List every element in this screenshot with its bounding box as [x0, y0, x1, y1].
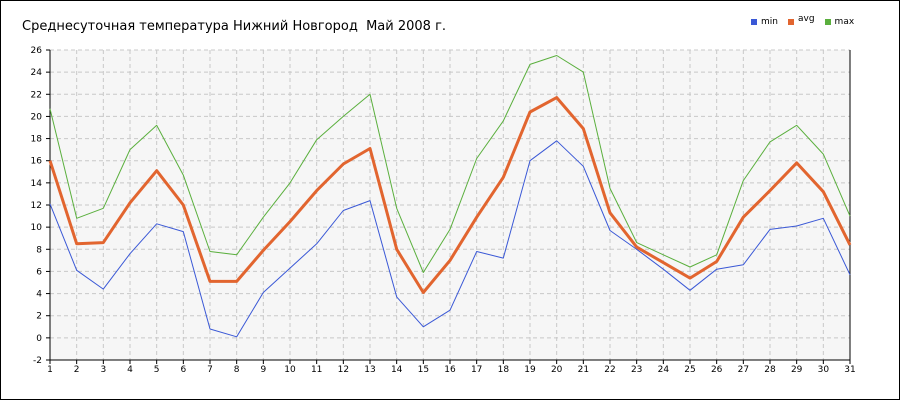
series-line-avg: [48, 96, 852, 294]
x-tick-label: 16: [444, 365, 456, 375]
legend-swatch-max: [824, 19, 831, 25]
x-tick-label: 29: [791, 365, 803, 375]
y-tick-label: 24: [31, 68, 43, 78]
y-tick-label: 16: [31, 157, 43, 167]
x-tick-label: 4: [127, 365, 133, 375]
x-tick-label: 18: [498, 365, 510, 375]
y-tick-label: 2: [36, 312, 42, 322]
series-line-max: [49, 55, 851, 273]
legend-item-min: min: [751, 17, 778, 27]
x-tick-label: 6: [180, 365, 186, 375]
x-tick-label: 10: [284, 365, 296, 375]
x-tick-label: 30: [818, 365, 830, 375]
chart-title: Среднесуточная температура Нижний Новгор…: [22, 19, 447, 34]
x-tick-label: 22: [604, 365, 615, 375]
y-tick-label: 18: [31, 135, 43, 145]
x-tick-label: 31: [844, 365, 855, 375]
legend-swatch-min: [751, 19, 757, 25]
y-tick-label: 26: [31, 46, 43, 56]
x-tick-label: 5: [154, 365, 160, 375]
x-tick-label: 25: [684, 365, 695, 375]
x-tick-label: 27: [738, 365, 749, 375]
y-tick-label: -2: [33, 356, 42, 366]
x-tick-label: 28: [764, 365, 776, 375]
x-tick-label: 2: [74, 365, 80, 375]
y-tick-label: 8: [36, 245, 42, 255]
x-tick-label: 26: [711, 365, 723, 375]
x-tick-label: 11: [311, 365, 322, 375]
x-tick-label: 21: [578, 365, 589, 375]
y-tick-label: 14: [31, 179, 43, 189]
x-tick-label: 13: [364, 365, 375, 375]
series-line-min: [49, 140, 851, 338]
x-tick-label: 3: [100, 365, 106, 375]
legend-item-max: max: [824, 17, 855, 27]
x-tick-label: 8: [234, 365, 240, 375]
legend-swatch-avg: [787, 19, 794, 25]
x-tick-label: 12: [338, 365, 349, 375]
legend-item-avg: avg: [787, 14, 815, 27]
x-tick-label: 23: [631, 365, 642, 375]
y-tick-label: 20: [31, 112, 43, 122]
legend-label-max: max: [834, 17, 855, 27]
y-tick-label: 12: [31, 201, 42, 211]
y-tick-label: 6: [36, 267, 42, 277]
x-tick-label: 1: [47, 365, 53, 375]
x-tick-label: 20: [551, 365, 563, 375]
legend-label-min: min: [761, 17, 778, 27]
y-tick-label: 0: [36, 334, 42, 344]
y-tick-label: 4: [36, 290, 42, 300]
x-tick-label: 14: [391, 365, 403, 375]
x-tick-label: 15: [418, 365, 429, 375]
y-tick-label: 10: [31, 223, 43, 233]
x-tick-label: 24: [658, 365, 670, 375]
x-tick-label: 7: [207, 365, 213, 375]
x-tick-label: 17: [471, 365, 482, 375]
legend-label-avg: avg: [797, 14, 815, 24]
x-tick-label: 9: [260, 365, 266, 375]
legend: min avg max: [751, 14, 864, 27]
x-tick-label: 19: [524, 365, 536, 375]
y-tick-label: 22: [31, 90, 42, 100]
